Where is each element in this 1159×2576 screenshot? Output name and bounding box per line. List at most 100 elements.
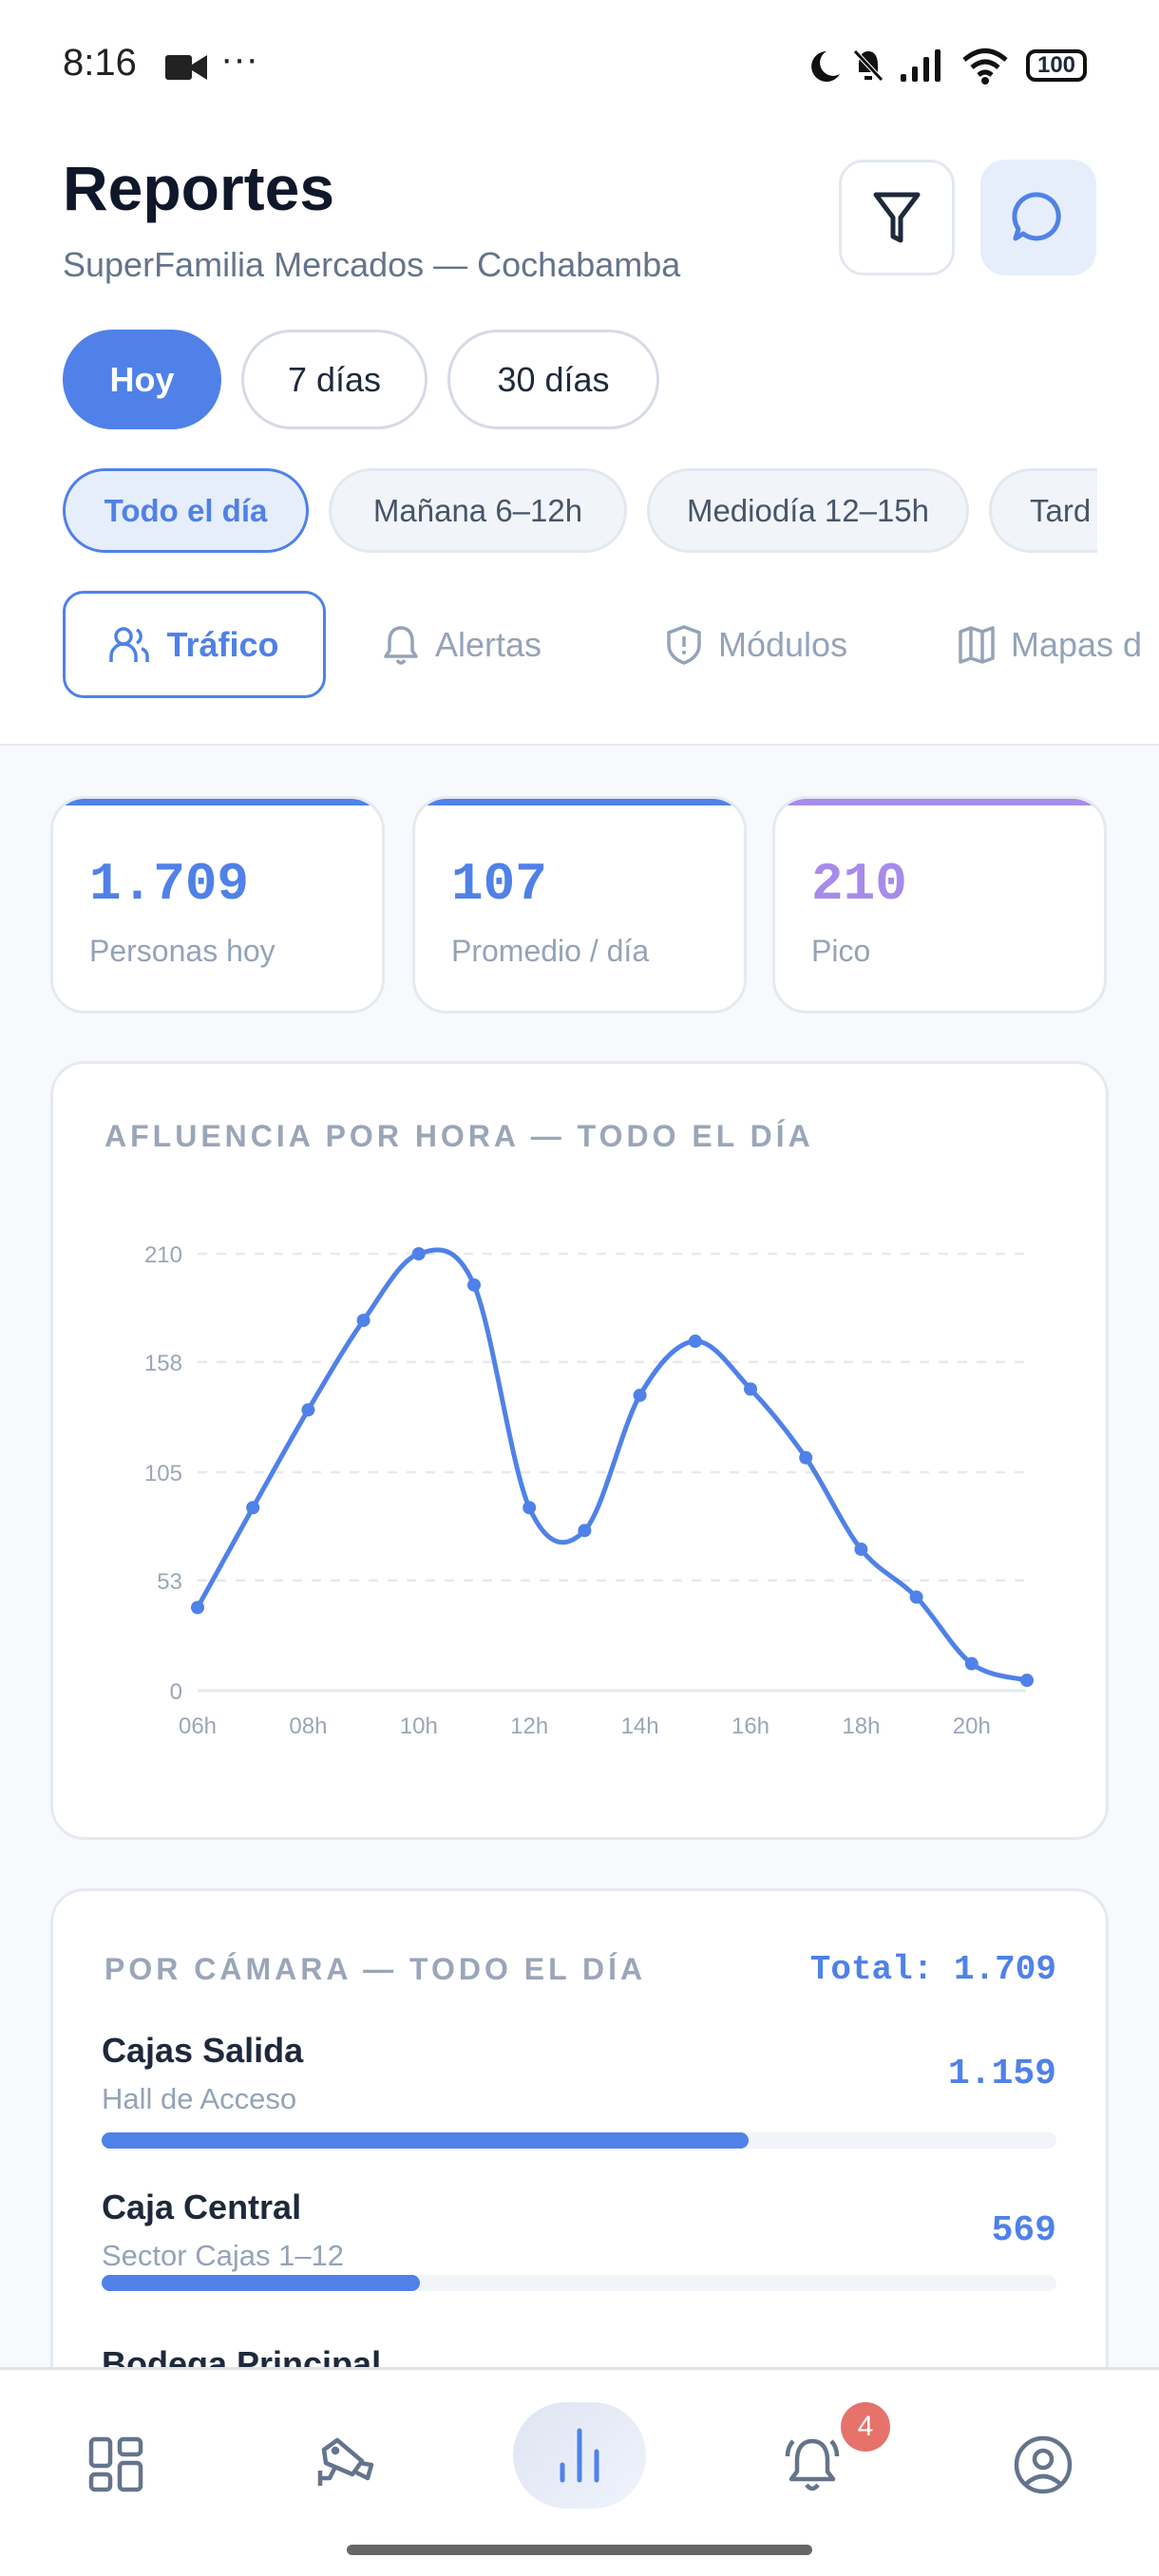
stat-label: Pico xyxy=(811,934,871,968)
time-range-mediodia[interactable]: Mediodía 12–15h xyxy=(647,468,969,553)
camera-count: 1.159 xyxy=(947,2054,1056,2094)
stat-accent xyxy=(415,799,744,805)
stat-card-promedio: 107 Promedio / día xyxy=(412,796,747,1013)
y-tick-label: 0 xyxy=(170,1679,182,1705)
tab-mapas[interactable]: Mapas d xyxy=(958,591,1142,698)
page-title: Reportes xyxy=(63,153,335,223)
moon-icon xyxy=(811,51,840,82)
x-tick-label: 14h xyxy=(621,1714,659,1739)
users-icon xyxy=(109,626,150,662)
camera-count: 569 xyxy=(991,2210,1056,2251)
time-range-tarde[interactable]: Tard xyxy=(989,468,1097,553)
stat-label: Promedio / día xyxy=(451,934,650,968)
x-tick-label: 12h xyxy=(510,1714,548,1739)
bell-off-icon xyxy=(853,49,884,82)
data-point xyxy=(301,1403,315,1417)
page-subtitle: SuperFamilia Mercados — Cochabamba xyxy=(63,245,681,284)
nav-dashboard[interactable] xyxy=(79,2427,155,2503)
y-tick-label: 53 xyxy=(157,1569,182,1595)
bell-icon xyxy=(384,625,418,665)
nav-profile[interactable] xyxy=(1005,2427,1081,2503)
tabs: Tráfico Alertas Módulos Mapas d xyxy=(63,591,1159,698)
camera-name: Cajas Salida xyxy=(102,2031,304,2070)
bottom-nav: 4 xyxy=(0,2367,1159,2576)
chat-button[interactable] xyxy=(980,160,1096,275)
hourly-chart-card: AFLUENCIA POR HORA — TODO EL DÍA xyxy=(50,1061,1109,1840)
hourly-line-chart: 0 53 105 158 210 06h 08h 10h 12h 14h 16h 18h 20h xyxy=(144,1242,1034,1739)
data-point xyxy=(744,1382,757,1396)
shield-icon xyxy=(667,624,701,665)
period-7-dias[interactable]: 7 días xyxy=(241,330,428,429)
data-point xyxy=(246,1501,260,1515)
home-indicator[interactable] xyxy=(347,2545,812,2555)
tab-modulos[interactable]: Módulos xyxy=(665,591,847,698)
camera-location: Sector Cajas 1–12 xyxy=(102,2239,345,2272)
chart-title: AFLUENCIA POR HORA — TODO EL DÍA xyxy=(104,1119,814,1153)
nav-alerts[interactable] xyxy=(774,2427,850,2503)
camera-location: Hall de Acceso xyxy=(102,2082,297,2115)
data-point xyxy=(191,1601,204,1615)
data-point xyxy=(356,1314,370,1328)
data-point xyxy=(578,1524,592,1538)
data-point xyxy=(633,1388,647,1402)
x-tick-label: 20h xyxy=(953,1714,991,1739)
tab-label: Módulos xyxy=(718,624,848,664)
profile-icon xyxy=(1014,2435,1073,2494)
x-tick-label: 10h xyxy=(400,1714,438,1739)
signal-icon xyxy=(901,49,940,82)
camera-share-bar xyxy=(102,2275,1056,2291)
camera-icon xyxy=(317,2437,374,2486)
tab-alertas[interactable]: Alertas xyxy=(382,591,542,698)
camera-share-fill xyxy=(102,2132,750,2149)
dashboard-icon xyxy=(88,2436,143,2492)
stat-accent xyxy=(775,799,1104,805)
camera-total: Total: 1.709 xyxy=(809,1950,1056,1989)
period-30-dias[interactable]: 30 días xyxy=(447,330,659,429)
stat-value: 210 xyxy=(811,854,907,915)
alerts-icon xyxy=(785,2438,840,2491)
tab-trafico[interactable]: Tráfico xyxy=(63,591,326,698)
time-range-manana[interactable]: Mañana 6–12h xyxy=(329,468,627,553)
camera-name: Caja Central xyxy=(102,2188,302,2226)
status-time: 8:16 xyxy=(63,42,137,84)
data-point xyxy=(688,1335,702,1348)
camera-share-bar xyxy=(102,2132,1056,2149)
data-point xyxy=(854,1543,868,1557)
data-point xyxy=(1020,1674,1034,1688)
time-range-todo[interactable]: Todo el día xyxy=(63,468,309,553)
y-tick-label: 105 xyxy=(144,1461,182,1487)
filter-button[interactable] xyxy=(839,160,955,275)
data-point xyxy=(799,1450,813,1465)
x-tick-label: 06h xyxy=(179,1714,217,1739)
x-tick-label: 16h xyxy=(732,1714,770,1739)
chat-icon xyxy=(1012,192,1061,241)
stat-accent xyxy=(53,799,382,805)
data-point xyxy=(522,1501,537,1515)
data-point xyxy=(909,1590,923,1604)
tab-label: Tráfico xyxy=(166,624,279,664)
tab-label: Mapas d xyxy=(1011,624,1143,664)
map-icon xyxy=(959,625,995,664)
alert-badge: 4 xyxy=(841,2402,890,2452)
battery-icon: 100 xyxy=(1026,49,1087,82)
stat-card-pico: 210 Pico xyxy=(772,796,1107,1013)
x-tick-label: 08h xyxy=(289,1714,327,1739)
nav-cameras[interactable] xyxy=(309,2427,385,2503)
camera-share-fill xyxy=(102,2275,420,2291)
period-hoy[interactable]: Hoy xyxy=(63,330,221,429)
x-tick-label: 18h xyxy=(842,1714,880,1739)
data-point xyxy=(467,1278,481,1292)
camera-section-title: POR CÁMARA — TODO EL DÍA xyxy=(104,1952,647,1986)
reports-icon xyxy=(560,2428,599,2483)
data-point xyxy=(964,1657,978,1671)
data-point xyxy=(411,1247,426,1260)
video-camera-icon xyxy=(165,55,207,80)
filter-icon xyxy=(873,192,921,243)
stat-value: 1.709 xyxy=(89,854,250,915)
stat-card-personas: 1.709 Personas hoy xyxy=(50,796,385,1013)
y-tick-label: 158 xyxy=(144,1351,182,1376)
time-range-scroller[interactable]: Todo el día Mañana 6–12h Mediodía 12–15h… xyxy=(63,468,1097,553)
nav-reports[interactable] xyxy=(513,2402,646,2509)
wifi-icon xyxy=(962,48,1008,85)
stat-value: 107 xyxy=(451,854,547,915)
